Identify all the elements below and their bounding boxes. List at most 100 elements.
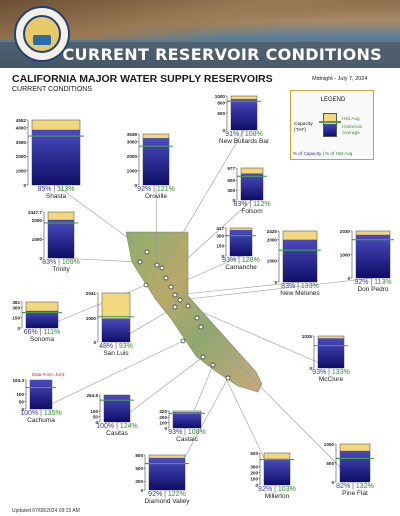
reservoir-name-don-pedro: Don Pedro xyxy=(357,286,388,293)
percent-label-don-pedro: 92% | 113% xyxy=(354,279,391,286)
reservoir-marker-shasta[interactable] xyxy=(144,249,150,255)
tick-label-new-bullards-bar-3: 1000 xyxy=(215,94,226,99)
tick-label-oroville-0: 0 xyxy=(134,183,137,188)
tick-label-casitas-2: 100 xyxy=(90,409,98,414)
reservoir-chart-folsom: 0 300 600 977 83% | 112%Folsom xyxy=(227,166,270,215)
banner-title: CURRENT RESERVOIR CONDITIONS xyxy=(62,45,382,64)
pct-sep-castaic: | xyxy=(182,429,188,436)
pct-capacity-folsom: 83% xyxy=(233,201,247,208)
reservoir-marker-don-pedro[interactable] xyxy=(177,297,183,303)
tick-label-new-melones-0: 0 xyxy=(274,280,277,285)
pct-capacity-camanche: 93% xyxy=(222,257,236,264)
reservoir-name-shasta: Shasta xyxy=(46,193,67,200)
pct-sep-camanche: | xyxy=(236,257,242,264)
tick-label-don-pedro-1: 1000 xyxy=(340,253,351,258)
legend-capacity-swatch xyxy=(323,113,337,137)
reservoir-chart-san-luis: 0 1000 2041 48% | 93%San Luis xyxy=(86,291,134,357)
seal-emblem xyxy=(23,15,61,53)
leader-line-mcclure xyxy=(187,305,332,369)
tick-label-camanche-3: 417 xyxy=(216,226,224,231)
pct-sep-pine-flat: | xyxy=(350,483,356,490)
reservoir-name-san-luis: San Luis xyxy=(103,350,129,357)
pct-sep-folsom: | xyxy=(247,201,253,208)
california-water-resources-seal-icon xyxy=(14,6,70,62)
reservoir-chart-camanche: 0 150 300 417 93% | 128%Camanche xyxy=(216,226,259,271)
tick-label-trinity-0: 0 xyxy=(39,256,42,261)
reservoir-markers xyxy=(137,249,231,381)
reservoir-marker-trinity[interactable] xyxy=(137,259,143,265)
reservoir-marker-oroville[interactable] xyxy=(154,262,160,268)
percent-label-new-melones: 83% | 133% xyxy=(281,283,319,290)
storage-bar-folsom xyxy=(241,173,263,200)
tick-label-oroville-1: 1000 xyxy=(127,168,138,173)
pct-sep-new-melones: | xyxy=(295,283,301,290)
reservoir-marker-new-bullards-bar[interactable] xyxy=(159,265,165,271)
storage-bar-pine-flat xyxy=(340,450,370,482)
pct-capacity-new-bullards-bar: 91% xyxy=(225,131,239,138)
tick-label-new-bullards-bar-1: 500 xyxy=(217,111,225,116)
leader-line-don-pedro xyxy=(179,277,374,301)
percent-label-castaic: 93% | 108% xyxy=(168,429,206,436)
reservoir-marker-diamond-valley[interactable] xyxy=(225,375,231,381)
leader-line-sonoma xyxy=(41,284,147,329)
tick-label-san-luis-2: 2041 xyxy=(86,291,97,296)
leader-line-new-bullards-bar xyxy=(161,129,245,269)
reservoir-marker-cachuma[interactable] xyxy=(180,338,186,344)
reservoir-name-new-melones: New Melones xyxy=(280,290,320,297)
tick-label-castaic-3: 320 xyxy=(159,409,167,414)
pct-hist-camanche: 128% xyxy=(242,257,260,264)
reservoir-chart-new-melones: 0 1000 2000 2420 83% | 133%New Melones xyxy=(267,229,321,297)
percent-label-oroville: 92% | 121% xyxy=(137,186,175,193)
tick-label-pine-flat-0: 0 xyxy=(331,480,334,485)
tick-label-camanche-0: 0 xyxy=(221,254,224,259)
pct-hist-shasta: 113% xyxy=(57,186,74,193)
percent-label-shasta: 85% | 113% xyxy=(37,186,74,193)
tick-label-castaic-2: 200 xyxy=(159,415,167,420)
pct-capacity-cachuma: 100% xyxy=(20,410,38,417)
reservoir-marker-mcclure[interactable] xyxy=(185,303,191,309)
leader-line-folsom xyxy=(165,199,253,279)
tick-label-millerton-1: 100 xyxy=(250,477,258,482)
pct-capacity-san-luis: 48% xyxy=(99,343,113,350)
storage-bar-new-bullards-bar xyxy=(231,99,257,130)
reservoir-marker-san-luis[interactable] xyxy=(172,304,178,310)
pct-hist-millerton: 103% xyxy=(278,486,296,493)
pct-capacity-trinity: 83% xyxy=(42,259,56,266)
reservoir-marker-new-melones[interactable] xyxy=(172,292,178,298)
storage-bar-oroville xyxy=(143,138,169,185)
tick-label-folsom-1: 300 xyxy=(227,188,235,193)
reservoir-chart-oroville: 0 1000 2000 3000 3538 92% | 121%Oroville xyxy=(127,132,175,200)
tick-label-shasta-3: 3000 xyxy=(16,140,27,145)
pct-sep-shasta: | xyxy=(51,186,57,193)
pct-sep-diamond-valley: | xyxy=(162,491,168,498)
legend-historical-text: Historical xyxy=(342,125,362,130)
reservoir-marker-camanche[interactable] xyxy=(168,284,174,290)
tick-label-new-melones-3: 2420 xyxy=(267,229,278,234)
tick-label-san-luis-0: 0 xyxy=(93,340,96,345)
reservoir-marker-folsom[interactable] xyxy=(163,275,169,281)
reservoir-marker-sonoma[interactable] xyxy=(143,282,149,288)
tick-label-sonoma-1: 150 xyxy=(12,316,20,321)
reservoir-marker-millerton[interactable] xyxy=(194,315,200,321)
pct-hist-diamond-valley: 122% xyxy=(168,491,186,498)
tick-label-diamond-valley-1: 200 xyxy=(135,479,143,484)
percent-label-sonoma: 66% | 111% xyxy=(24,329,61,336)
tick-label-cachuma-0: 0 xyxy=(21,407,24,412)
legend-capacity-text: Capacity xyxy=(294,122,313,127)
tick-label-cachuma-2: 100 xyxy=(16,392,24,397)
pct-sep-mcclure: | xyxy=(326,369,332,376)
reservoir-marker-pine-flat[interactable] xyxy=(198,324,204,330)
reservoir-name-diamond-valley: Diamond Valley xyxy=(144,498,190,505)
reservoir-marker-castaic[interactable] xyxy=(210,362,216,368)
tick-label-don-pedro-0: 0 xyxy=(347,276,350,281)
pct-sep-casitas: | xyxy=(114,423,120,430)
pct-hist-castaic: 108% xyxy=(188,429,206,436)
leader-line-pine-flat xyxy=(200,326,356,483)
tick-label-cachuma-3: 193.3 xyxy=(13,378,25,383)
pct-hist-san-luis: 93% xyxy=(119,343,133,350)
reservoir-marker-casitas[interactable] xyxy=(200,354,206,360)
data-note-cachuma: Data From: Jul 6 xyxy=(32,372,65,377)
tick-label-new-melones-2: 2000 xyxy=(267,238,278,243)
pct-capacity-millerton: 82% xyxy=(258,486,272,493)
